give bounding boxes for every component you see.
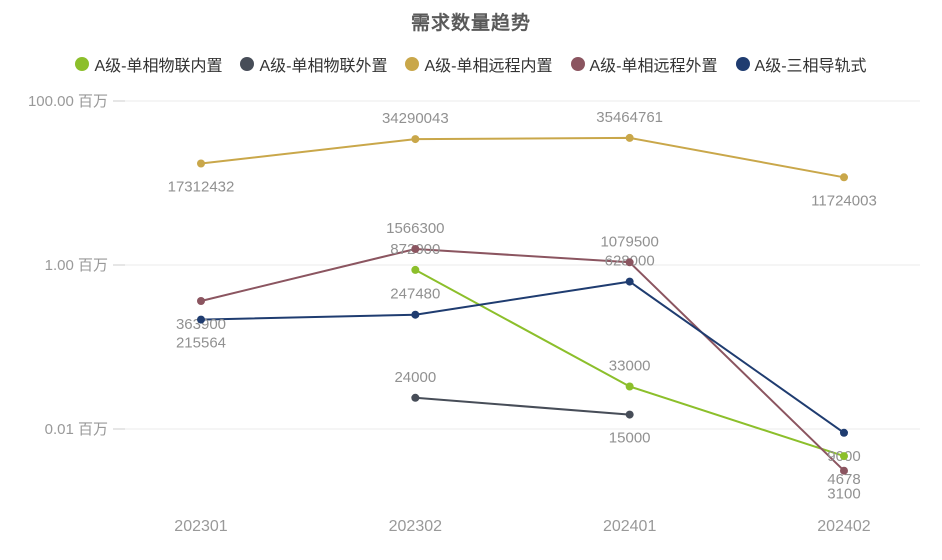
data-label: 1079500 xyxy=(600,233,658,250)
data-point[interactable] xyxy=(411,393,420,402)
x-axis-label: 202302 xyxy=(389,518,442,535)
data-point[interactable] xyxy=(625,133,634,142)
data-label: 11724003 xyxy=(811,192,877,209)
legend-item[interactable]: A级-单相物联外置 xyxy=(240,52,387,76)
legend-item[interactable]: A级-三相导轨式 xyxy=(735,52,867,76)
data-label: 15000 xyxy=(609,430,651,447)
data-point[interactable] xyxy=(197,297,205,305)
legend-label: A级-单相远程内置 xyxy=(424,58,553,75)
legend-item[interactable]: A级-单相物联内置 xyxy=(75,52,222,76)
data-label: 24000 xyxy=(394,369,436,386)
legend: A级-单相物联内置 A级-单相物联外置 A级-单相远程内置 A级-单相远程外置 A级-三… xyxy=(0,52,942,76)
y-axis-label: 1.00 百万 xyxy=(45,257,108,274)
data-point[interactable] xyxy=(625,410,634,419)
legend-label: A级-三相导轨式 xyxy=(754,58,867,75)
data-label: 34290043 xyxy=(382,110,449,127)
legend-label: A级-单相物联内置 xyxy=(94,58,223,75)
series-line[interactable] xyxy=(200,280,845,434)
data-label: 247480 xyxy=(390,286,440,303)
x-axis-label: 202301 xyxy=(174,518,227,535)
data-point[interactable] xyxy=(411,135,420,144)
data-label: 4678 xyxy=(827,471,860,488)
data-point[interactable] xyxy=(197,159,205,168)
legend-label: A级-单相物联外置 xyxy=(259,58,388,75)
data-point[interactable] xyxy=(839,173,848,182)
data-point[interactable] xyxy=(197,315,205,324)
legend-dot-icon xyxy=(735,57,750,71)
data-label: 35464761 xyxy=(596,109,663,126)
chart-title: 需求数量趋势 xyxy=(410,13,531,34)
x-axis-label: 202401 xyxy=(603,518,656,535)
data-label: 363900 xyxy=(176,316,226,333)
legend-dot-icon xyxy=(75,57,90,71)
legend-dot-icon xyxy=(570,57,585,71)
legend-label: A级-单相远程外置 xyxy=(589,58,718,75)
data-point[interactable] xyxy=(839,428,848,437)
legend-item[interactable]: A级-单相远程外置 xyxy=(570,52,718,76)
y-axis-label: 100.00 百万 xyxy=(28,93,108,110)
data-point[interactable] xyxy=(411,310,420,319)
series-line[interactable] xyxy=(200,248,845,472)
data-point[interactable] xyxy=(411,265,420,274)
data-point[interactable] xyxy=(625,382,634,391)
series-line[interactable] xyxy=(200,136,845,179)
data-label: 3100 xyxy=(827,486,860,503)
legend-item[interactable]: A级-单相远程内置 xyxy=(405,52,553,76)
data-point[interactable] xyxy=(839,466,848,475)
data-label: 1566300 xyxy=(386,220,444,237)
y-axis-label: 0.01 百万 xyxy=(45,421,108,438)
data-label: 33000 xyxy=(609,358,651,375)
data-label: 215564 xyxy=(176,335,226,352)
legend-dot-icon xyxy=(405,57,420,71)
data-point[interactable] xyxy=(411,245,420,253)
data-point[interactable] xyxy=(839,452,848,461)
legend-dot-icon xyxy=(240,57,255,71)
data-label: 17312432 xyxy=(168,179,235,196)
series-line[interactable] xyxy=(414,396,631,416)
x-axis-label: 202402 xyxy=(817,518,870,535)
data-point[interactable] xyxy=(625,258,634,267)
data-point[interactable] xyxy=(625,277,634,286)
